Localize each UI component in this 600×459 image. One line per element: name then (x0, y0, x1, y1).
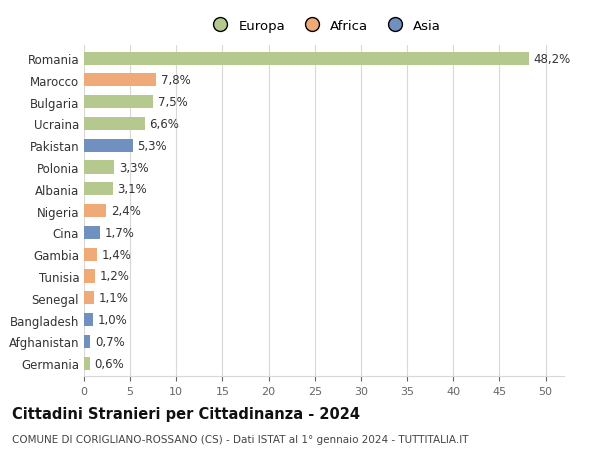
Text: 5,3%: 5,3% (137, 140, 167, 152)
Bar (84, 183, 113, 196)
Bar (84, 161, 115, 174)
Bar (84, 74, 156, 87)
Text: 3,3%: 3,3% (119, 161, 149, 174)
Bar (84, 248, 97, 261)
Text: 1,0%: 1,0% (98, 313, 128, 326)
Text: 0,6%: 0,6% (94, 357, 124, 370)
Text: 7,8%: 7,8% (161, 74, 190, 87)
Bar (84, 335, 91, 348)
Bar (84, 313, 93, 326)
Bar (84, 291, 94, 305)
Text: 48,2%: 48,2% (533, 52, 571, 66)
Bar (84, 226, 100, 240)
Bar (84, 270, 95, 283)
Text: Cittadini Stranieri per Cittadinanza - 2024: Cittadini Stranieri per Cittadinanza - 2… (12, 406, 360, 421)
Bar (84, 96, 153, 109)
Text: 1,2%: 1,2% (100, 270, 130, 283)
Text: 2,4%: 2,4% (111, 205, 140, 218)
Text: 1,1%: 1,1% (99, 291, 128, 305)
Text: 0,7%: 0,7% (95, 335, 125, 348)
Text: 6,6%: 6,6% (149, 118, 179, 131)
Bar (84, 205, 106, 218)
Text: COMUNE DI CORIGLIANO-ROSSANO (CS) - Dati ISTAT al 1° gennaio 2024 - TUTTITALIA.I: COMUNE DI CORIGLIANO-ROSSANO (CS) - Dati… (12, 434, 469, 444)
Legend: Europa, Africa, Asia: Europa, Africa, Asia (202, 15, 446, 38)
Bar (84, 52, 529, 66)
Text: 7,5%: 7,5% (158, 96, 188, 109)
Text: 1,4%: 1,4% (101, 248, 131, 261)
Bar (84, 140, 133, 152)
Bar (84, 357, 89, 370)
Text: 3,1%: 3,1% (117, 183, 147, 196)
Bar (84, 118, 145, 131)
Text: 1,7%: 1,7% (104, 226, 134, 239)
